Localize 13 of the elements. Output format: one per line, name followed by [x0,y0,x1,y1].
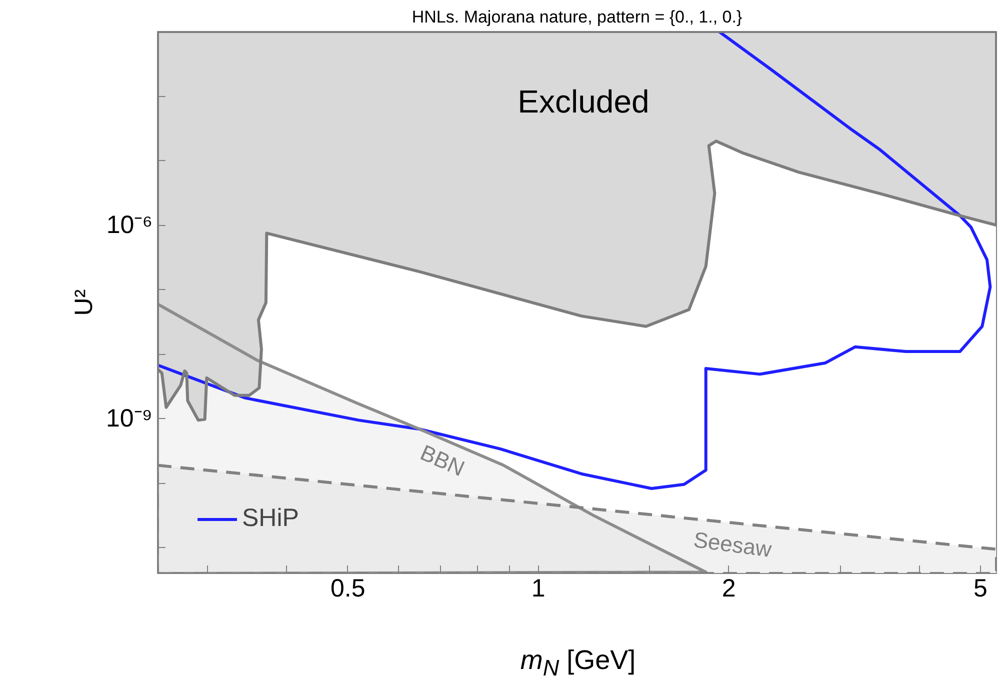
annotation: Seesaw [692,527,774,562]
x-tick-label: 2 [722,574,736,602]
legend-label: SHiP [242,504,299,533]
x-tick-label: 1 [531,574,546,602]
y-axis-title: U² [70,289,98,316]
annotation: BBN [416,440,468,482]
annotation: Excluded [518,84,650,120]
y-tick-label: 10⁻⁹ [106,404,152,433]
x-tick-label: 5 [974,574,988,602]
x-axis-title: m$_{N}$ [GeV] [520,645,636,679]
x-tick-label: 0.5 [330,574,366,602]
y-tick-label: 10⁻⁶ [106,211,153,240]
chart-title: HNLs. Majorana nature, pattern = {0., 1., 0.} [412,8,742,26]
